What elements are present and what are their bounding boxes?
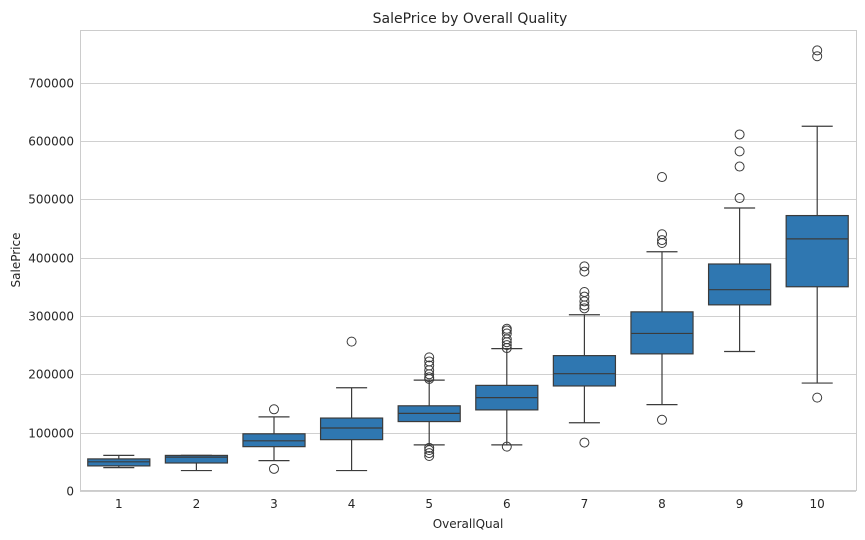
x-tick-label: 7: [581, 497, 589, 511]
iqr-box: [707, 263, 772, 306]
outlier-point: [501, 441, 512, 452]
outlier-point: [657, 237, 667, 248]
outlier-point: [424, 450, 435, 461]
outlier-point: [734, 146, 745, 157]
y-tick-label: 600000: [28, 135, 74, 149]
iqr-box: [785, 214, 849, 288]
outlier-point: [501, 343, 512, 354]
outlier-point: [734, 129, 745, 140]
outlier-point: [424, 369, 435, 380]
box-7: [552, 261, 617, 448]
x-axis-ticks: 1 2 3 4 5 6 7 8 9 10: [115, 497, 825, 511]
box-9: [707, 129, 772, 353]
outlier-point: [424, 445, 435, 456]
outlier-point: [269, 404, 279, 415]
x-axis-label: OverallQual: [433, 517, 504, 531]
x-tick-label: 2: [193, 497, 201, 511]
x-tick-label: 5: [425, 497, 433, 511]
outlier-point: [812, 51, 823, 62]
box-6: [475, 323, 539, 452]
x-tick-label: 1: [115, 497, 123, 511]
y-axis-ticks: 0 100000 200000 300000 400000 500000 600000 700…: [28, 77, 74, 499]
iqr-box: [319, 417, 384, 441]
box-3: [242, 404, 306, 474]
outlier-point: [346, 336, 357, 347]
plot-frame: [80, 30, 857, 491]
x-tick-label: 9: [736, 497, 744, 511]
outlier-point: [579, 300, 590, 311]
outlier-point: [579, 266, 590, 277]
box-1: [87, 454, 151, 469]
outlier-point: [657, 414, 667, 425]
y-tick-label: 700000: [28, 77, 74, 91]
x-tick-label: 4: [348, 497, 356, 511]
x-tick-label: 10: [810, 497, 825, 511]
iqr-box: [164, 454, 229, 464]
outlier-point: [424, 448, 435, 459]
chart-title: SalePrice by Overall Quality: [373, 11, 568, 27]
outlier-point: [734, 193, 745, 204]
y-tick-label: 100000: [28, 427, 74, 441]
outlier-point: [579, 303, 590, 314]
outlier-point: [501, 340, 512, 351]
outlier-point: [501, 337, 512, 348]
x-tick-label: 3: [270, 497, 278, 511]
outlier-point: [269, 463, 279, 474]
outlier-point: [579, 261, 590, 272]
outlier-point: [424, 352, 435, 363]
y-tick-label: 400000: [28, 252, 74, 266]
box-4: [319, 336, 384, 472]
outlier-point: [812, 45, 823, 56]
outlier-point: [424, 373, 435, 384]
iqr-box: [552, 355, 617, 387]
outlier-point: [657, 235, 667, 246]
outlier-point: [424, 442, 435, 453]
box-8: [630, 172, 694, 425]
box-10: [785, 45, 849, 403]
box-2: [164, 454, 229, 472]
y-tick-label: 500000: [28, 193, 74, 207]
y-tick-label: 300000: [28, 310, 74, 324]
x-tick-label: 6: [503, 497, 511, 511]
boxes-layer: [87, 45, 849, 474]
outlier-point: [579, 437, 590, 448]
outlier-point: [657, 172, 667, 183]
outlier-point: [734, 161, 745, 172]
box-5: [397, 352, 461, 461]
outlier-point: [812, 392, 823, 403]
grid-lines: [80, 83, 856, 492]
outlier-point: [579, 296, 590, 307]
y-tick-label: 200000: [28, 368, 74, 382]
y-tick-label: 0: [66, 485, 74, 499]
x-tick-label: 8: [658, 497, 666, 511]
y-axis-label: SalePrice: [9, 233, 23, 288]
